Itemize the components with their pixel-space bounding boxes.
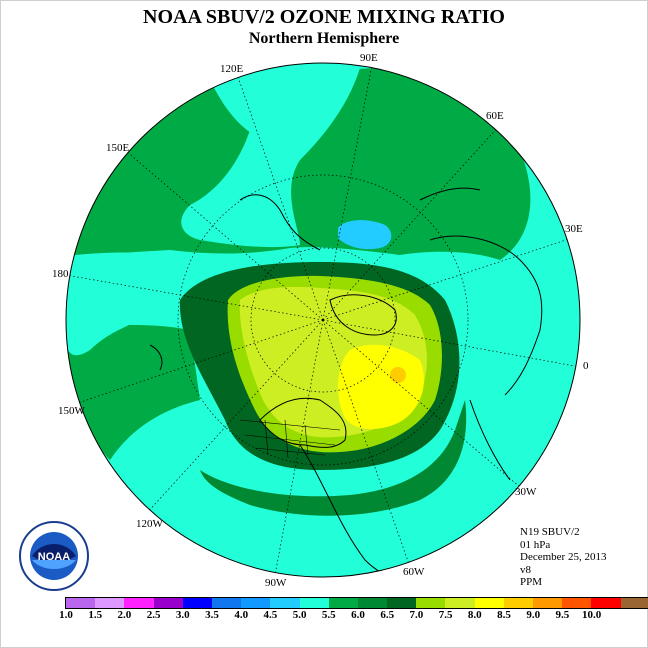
ozone-region-5.5-ring [200, 400, 467, 516]
map-boundary [65, 62, 581, 578]
color-scale-swatch [328, 598, 358, 608]
color-scale-tick-label: 5.5 [321, 609, 336, 621]
ozone-island-5.0-a [181, 68, 360, 248]
color-scale-tick-label: 1.0 [59, 609, 73, 621]
color-scale-swatch [270, 598, 300, 608]
country-borders [239, 419, 341, 459]
color-scale-swatch [503, 598, 533, 608]
metadata-block: N19 SBUV/2 01 hPa December 25, 2013 v8 P… [520, 526, 606, 589]
color-scale-swatch [562, 598, 592, 608]
lon-label-60w: 60W [403, 566, 425, 578]
ozone-region-5.5-left [66, 68, 531, 260]
lon-label-120w: 120W [136, 518, 163, 530]
lon-label-120e: 120E [220, 63, 244, 75]
color-scale-tick-label: 6.0 [351, 609, 365, 621]
color-scale-swatch [620, 598, 648, 608]
color-scale-labels: 1.0 1.5 2.0 2.5 3.0 3.5 4.0 4.5 5.0 5.5 6.0 6.5 7.0 7… [0, 609, 648, 623]
color-scale-tick-label: 9.5 [555, 609, 570, 621]
noaa-logo: NOAA [19, 521, 89, 591]
color-scale-tick-label: 7.0 [409, 609, 424, 621]
color-scale-tick-label: 8.0 [467, 609, 482, 621]
map-subtitle: Northern Hemisphere [248, 30, 400, 47]
color-scale-tick-label: 3.5 [205, 609, 219, 621]
color-scale-tick-label: 10.0 [581, 609, 602, 621]
ozone-peak-8.0 [390, 367, 406, 383]
color-scale-bar [65, 597, 648, 609]
lon-label-180: 180 [52, 268, 69, 280]
color-scale-tick-label: 8.5 [497, 609, 511, 621]
lon-label-30e: 30E [565, 223, 583, 235]
lon-label-90e: 90E [360, 52, 378, 64]
pressure-level-label: 01 hPa [520, 538, 551, 551]
meridians [66, 64, 580, 576]
color-scale-swatch [299, 598, 329, 608]
lon-label-90w: 90W [265, 577, 287, 589]
version-label: v8 [520, 563, 531, 576]
ozone-region-4.5 [338, 220, 392, 250]
color-scale-tick-label: 4.5 [263, 609, 278, 621]
ozone-region-7.5 [338, 344, 424, 430]
color-scale-tick-label: 4.0 [234, 609, 249, 621]
color-scale-swatch [416, 598, 446, 608]
satellite-label: N19 SBUV/2 [520, 526, 580, 538]
ozone-island-5.0-b [66, 252, 194, 356]
color-scale-tick-label: 5.0 [292, 609, 307, 621]
lon-label-30w: 30W [515, 486, 537, 498]
color-scale-swatch [445, 598, 475, 608]
lon-label-150w: 150W [58, 405, 85, 417]
color-scale-swatch [474, 598, 504, 608]
units-label: PPM [520, 576, 543, 588]
color-scale-tick-label: 2.5 [146, 609, 161, 621]
color-scale-tick-label: 3.0 [175, 609, 190, 621]
color-scale-tick-label: 2.0 [117, 609, 132, 621]
color-scale-swatch [387, 598, 417, 608]
color-scale-swatch [153, 598, 183, 608]
color-scale-swatch [357, 598, 388, 608]
lon-label-60e: 60E [486, 110, 504, 122]
color-scale-tick-label: 9.0 [526, 609, 541, 621]
color-scale-swatch [182, 598, 212, 608]
color-scale-swatch [533, 598, 563, 608]
color-scale-swatch [241, 598, 271, 608]
color-scale-tick-label: 1.5 [88, 609, 103, 621]
color-scale-tick-label: 6.5 [380, 609, 395, 621]
color-scale-swatch [591, 598, 621, 608]
color-scale-swatch [211, 598, 242, 608]
latitude-circles [177, 174, 469, 466]
color-scale-swatch [124, 598, 154, 608]
color-scale-swatch [66, 598, 96, 608]
color-scale-swatch [95, 598, 125, 608]
map-title: NOAA SBUV/2 OZONE MIXING RATIO [143, 6, 505, 28]
lon-label-150e: 150E [106, 142, 130, 154]
lon-label-0: 0 [583, 360, 589, 372]
noaa-logo-text: NOAA [38, 551, 70, 563]
ozone-region-5.5-left2 [66, 320, 200, 460]
color-scale-tick-label: 7.5 [438, 609, 453, 621]
date-label: December 25, 2013 [520, 551, 607, 563]
